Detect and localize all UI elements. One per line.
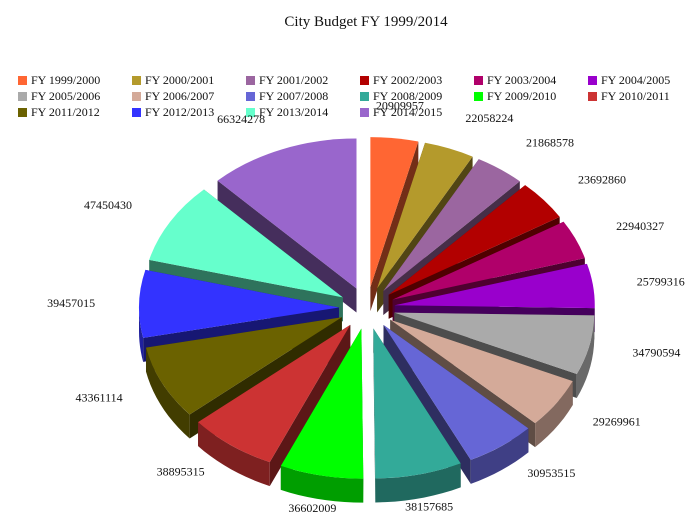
legend-label: FY 2004/2005 [601,73,670,87]
data-label: 23692860 [578,172,626,186]
legend-swatch [132,76,141,85]
legend-swatch [474,92,483,101]
pie-slice [280,328,364,503]
data-label: 38895315 [157,465,205,479]
legend-item: FY 2008/2009 [360,89,442,103]
legend-label: FY 2011/2012 [31,105,100,119]
pie-slice [198,324,351,487]
pie-slice [217,138,357,313]
data-label: 22058224 [465,111,513,125]
legend-item: FY 2004/2005 [588,73,670,87]
data-label: 20909957 [376,98,424,112]
legend-item: FY 2002/2003 [360,73,442,87]
legend-swatch [588,76,597,85]
chart-title: City Budget FY 1999/2014 [284,14,448,30]
data-label: 22940327 [616,219,664,233]
legend-item: FY 2007/2008 [246,89,328,103]
legend-label: FY 2003/2004 [487,73,556,87]
legend-swatch [246,92,255,101]
data-label: 47450430 [84,198,132,212]
legend-swatch [246,76,255,85]
legend-swatch [360,92,369,101]
legend-item: FY 1999/2000 [18,73,100,87]
data-label: 38157685 [405,500,453,513]
legend-label: FY 2012/2013 [145,105,214,119]
data-label: 43361114 [76,391,123,405]
pie-slice [373,328,461,503]
pie-slices [139,137,595,503]
legend-swatch [18,76,27,85]
data-label: 66324278 [217,112,265,126]
data-label: 30953515 [527,466,575,480]
legend-label: FY 2013/2014 [259,105,328,119]
legend-item: FY 2013/2014 [246,105,328,119]
data-labels: 20909957 22058224 66324278 21868578 23692860… [47,98,685,513]
data-label: 21868578 [526,135,574,149]
legend-item: FY 2011/2012 [18,105,100,119]
legend-label: FY 2000/2001 [145,73,214,87]
legend-label: FY 2007/2008 [259,89,328,103]
legend-swatch [246,108,255,117]
legend: FY 1999/2000 FY 2000/2001 FY 2001/2002 FY 2… [18,73,670,119]
legend-swatch [360,108,369,117]
legend-label: FY 2009/2010 [487,89,556,103]
legend-label: FY 2005/2006 [31,89,100,103]
pie-slice [383,324,529,484]
legend-item: FY 2001/2002 [246,73,328,87]
pie-slice [370,137,419,312]
legend-label: FY 2010/2011 [601,89,670,103]
legend-label: FY 1999/2000 [31,73,100,87]
legend-swatch [18,92,27,101]
legend-item: FY 2005/2006 [18,89,100,103]
legend-item: FY 2006/2007 [132,89,214,103]
legend-item: FY 2003/2004 [474,73,556,87]
legend-item: FY 2010/2011 [588,89,670,103]
data-label: 34790594 [632,346,680,360]
legend-swatch [474,76,483,85]
data-label: 39457015 [47,296,95,310]
data-label: 25799316 [637,274,685,288]
legend-label: FY 2006/2007 [145,89,214,103]
data-label: 36602009 [288,501,336,513]
legend-swatch [18,108,27,117]
legend-label: FY 2008/2009 [373,89,442,103]
legend-item: FY 2012/2013 [132,105,214,119]
data-label: 29269961 [593,415,641,429]
legend-swatch [132,108,141,117]
legend-item: FY 2014/2015 [360,105,442,119]
legend-swatch [132,92,141,101]
legend-label: FY 2014/2015 [373,105,442,119]
legend-label: FY 2002/2003 [373,73,442,87]
legend-label: FY 2001/2002 [259,73,328,87]
legend-swatch [360,76,369,85]
legend-item: FY 2000/2001 [132,73,214,87]
legend-swatch [588,92,597,101]
legend-item: FY 2009/2010 [474,89,556,103]
